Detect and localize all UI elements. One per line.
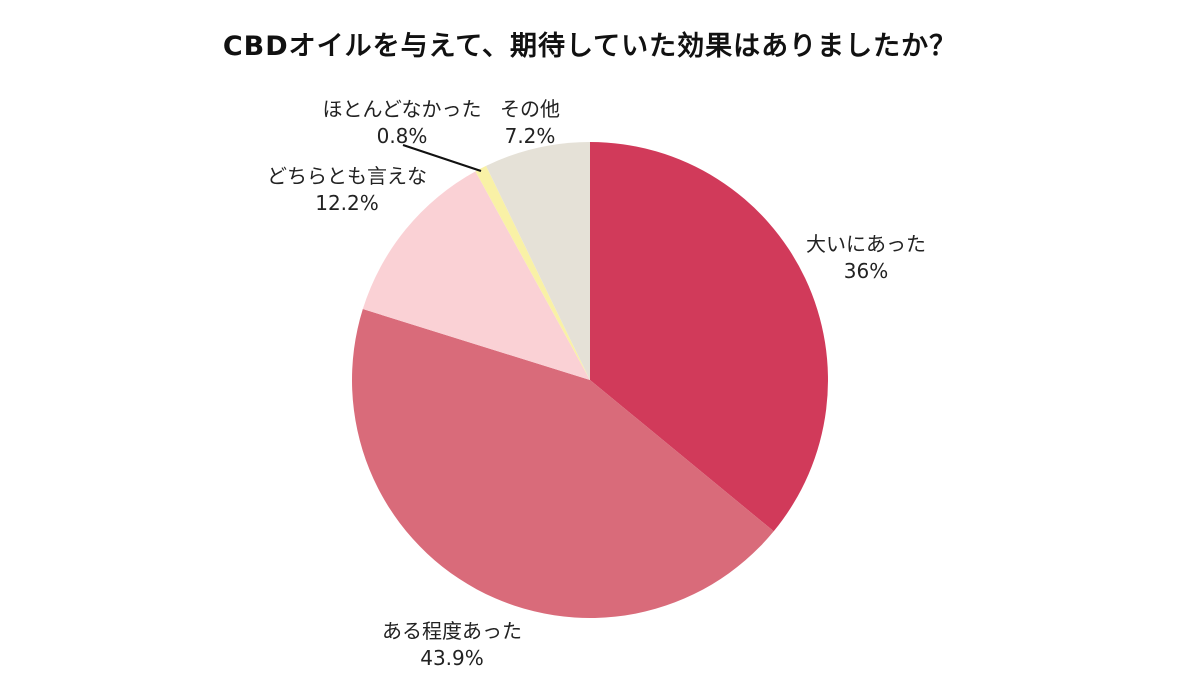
slice-name: ほとんどなかった bbox=[322, 97, 482, 121]
pie-slice-dochira-tomo-iena bbox=[362, 171, 590, 380]
pie-slice-hotondo-nakatta bbox=[475, 165, 590, 380]
slice-percent: 43.9% bbox=[420, 646, 484, 670]
label-dochira-tomo-iena: どちらとも言えな 12.2% bbox=[267, 163, 427, 217]
slice-percent: 12.2% bbox=[315, 191, 379, 215]
slice-name: ある程度あった bbox=[382, 619, 522, 643]
slice-name: その他 bbox=[500, 97, 560, 121]
slice-percent: 7.2% bbox=[504, 124, 556, 148]
chart-title: CBDオイルを与えて、期待していた効果はありましたか？ bbox=[222, 31, 958, 62]
slice-name: どちらとも言えな bbox=[267, 164, 427, 188]
label-hotondo-nakatta: ほとんどなかった 0.8% bbox=[323, 96, 482, 150]
label-sonota: その他 7.2% bbox=[500, 96, 560, 150]
slice-name: 大いにあった bbox=[806, 232, 926, 256]
pie-slice-ooini-atta bbox=[590, 142, 828, 532]
label-aru-teido-atta: ある程度あった 43.9% bbox=[382, 618, 522, 672]
leader-line-hotondo-nakatta bbox=[402, 143, 482, 173]
pie-slice-aru-teido-atta bbox=[352, 309, 774, 618]
slice-percent: 0.8% bbox=[376, 124, 428, 148]
pie-slice-sonota bbox=[486, 141, 590, 380]
label-ooini-atta: 大いにあった 36% bbox=[806, 231, 926, 285]
slice-percent: 36% bbox=[843, 259, 889, 283]
